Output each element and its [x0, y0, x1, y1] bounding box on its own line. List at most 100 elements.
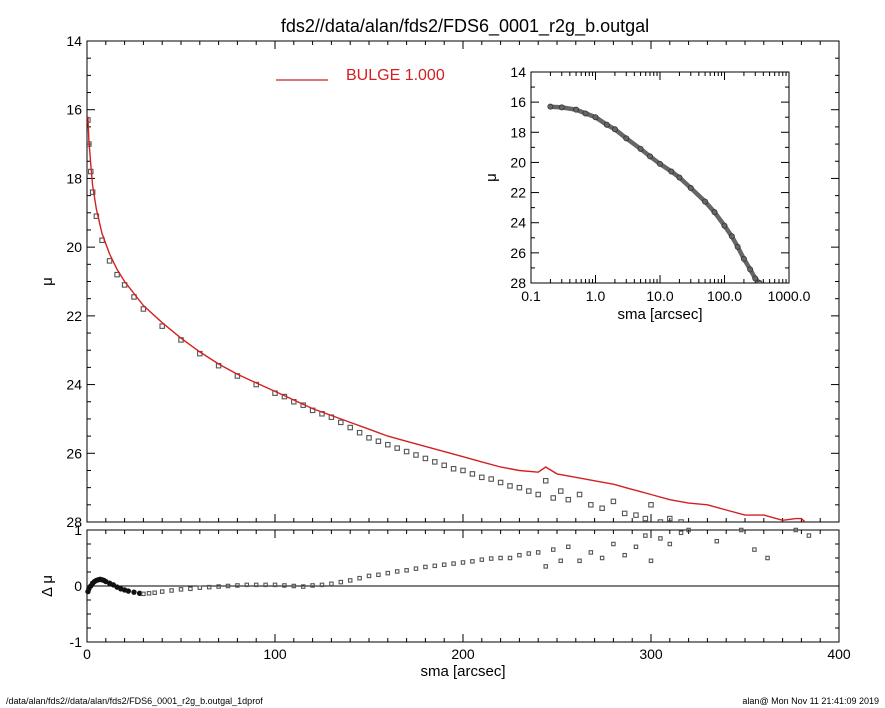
residual-y-axis-label: Δ μ	[39, 575, 56, 597]
residual-point	[658, 536, 663, 541]
inset-log-panel: 14 16 18 20 22 24 26 280.1 1.0 10.0 100.0 1000.0 sma…	[483, 64, 811, 323]
inset-data-point	[702, 198, 709, 205]
residual-point	[225, 583, 231, 589]
main-data-point	[385, 441, 391, 448]
bulge-model-line	[87, 116, 807, 522]
residual-point	[622, 552, 627, 558]
residual-point	[686, 527, 691, 533]
inset-data-point	[752, 275, 759, 282]
inset-data-point	[611, 126, 618, 133]
residual-point	[291, 583, 297, 589]
residual-point	[178, 587, 184, 592]
main-data-point	[667, 515, 673, 522]
inset-data-point	[711, 209, 718, 216]
inset-x-tick-label: 1.0	[586, 288, 606, 304]
main-y-tick-label: 24	[66, 377, 82, 393]
footer-timestamp: alan@ Mon Nov 11 21:41:09 2019	[742, 696, 879, 706]
residual-point	[319, 582, 325, 588]
inset-data-point	[547, 103, 554, 110]
residual-point	[125, 588, 132, 594]
residual-point	[633, 544, 639, 550]
main-data-point	[366, 435, 372, 441]
main-y-tick-label: 18	[66, 170, 82, 186]
inset-data-point	[647, 153, 654, 160]
inset-data-point	[603, 121, 610, 128]
main-y-tick-label: 16	[66, 102, 82, 118]
residual-point	[263, 582, 268, 588]
x-tick-label: 100	[263, 646, 287, 662]
inset-y-tick-label: 24	[510, 215, 526, 231]
main-data-point	[356, 429, 363, 436]
x-tick-label: 0	[83, 646, 91, 662]
residual-point	[535, 550, 541, 555]
residual-point	[152, 590, 157, 595]
residual-point	[441, 562, 447, 567]
x-tick-label: 400	[827, 646, 851, 662]
inset-y-axis-label: μ	[483, 173, 500, 182]
main-data-point	[394, 445, 400, 451]
resid-y-tick-label: 0	[74, 578, 82, 594]
residual-point	[566, 544, 571, 550]
inset-data-point	[676, 174, 683, 181]
residual-point	[752, 547, 757, 552]
main-data-point	[535, 491, 541, 498]
inset-x-tick-label: 10.0	[646, 288, 673, 304]
main-data-point	[140, 306, 147, 312]
inset-data-point	[721, 222, 728, 229]
main-data-point	[403, 448, 410, 455]
main-data-point	[507, 483, 513, 489]
main-y-tick-label: 26	[66, 445, 82, 461]
main-data-point	[621, 510, 628, 517]
main-y-tick-label: 20	[66, 239, 82, 255]
residual-point	[432, 563, 438, 569]
main-data-point	[550, 495, 556, 501]
inset-data-point	[558, 104, 565, 111]
main-data-point	[106, 258, 113, 264]
resid-y-tick-label: 1	[74, 522, 82, 538]
inset-x-tick-label: 1000.0	[768, 288, 811, 304]
residual-point	[216, 584, 221, 589]
residual-point	[141, 591, 146, 597]
main-data-point	[678, 519, 684, 522]
legend-label: BULGE 1.000	[346, 67, 445, 84]
main-data-point	[542, 478, 549, 484]
residual-point	[169, 588, 174, 593]
main-data-point	[526, 488, 532, 494]
residual-point	[253, 582, 259, 588]
inset-data-point	[637, 145, 644, 152]
residual-point	[488, 556, 494, 561]
residual-point	[577, 558, 582, 564]
main-data-point	[159, 323, 165, 329]
residual-point	[413, 566, 419, 571]
chart-title: fds2//data/alan/fds2/FDS6_0001_r2g_b.out…	[281, 16, 649, 37]
residual-point	[329, 581, 334, 587]
residual-point	[404, 568, 409, 573]
inset-data-point	[734, 243, 741, 250]
inset-data-point	[747, 266, 754, 273]
resid-y-tick-label: -1	[70, 634, 83, 650]
residual-point	[678, 530, 684, 536]
residual-point	[451, 561, 456, 566]
main-data-point	[657, 519, 664, 522]
inset-y-tick-label: 18	[510, 124, 526, 140]
main-data-point	[338, 419, 344, 426]
main-data-point	[460, 467, 466, 474]
inset-x-tick-label: 100.0	[707, 288, 742, 304]
main-profile-panel: 14 16 18 20 22 24 26 28 μ BULGE 1.000	[39, 33, 840, 530]
inset-y-tick-label: 16	[510, 94, 526, 110]
main-data-point	[432, 459, 438, 465]
residual-point	[460, 560, 466, 565]
main-data-point	[422, 455, 429, 462]
inset-y-tick-label: 14	[510, 64, 526, 80]
x-tick-label: 300	[639, 646, 663, 662]
residual-point	[526, 551, 532, 556]
residual-point	[714, 538, 720, 544]
residual-point	[131, 589, 137, 595]
inset-profile-band	[548, 104, 762, 283]
residual-point	[543, 564, 548, 569]
main-data-point	[347, 424, 353, 431]
residual-point	[146, 591, 152, 596]
residual-point	[498, 555, 503, 561]
inset-x-axis-label: sma [arcsec]	[617, 306, 702, 323]
